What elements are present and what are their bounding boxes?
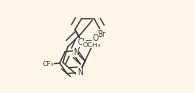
Text: O: O: [93, 34, 98, 43]
Text: N: N: [77, 68, 82, 77]
Text: Cl: Cl: [78, 38, 85, 47]
Text: N: N: [73, 48, 79, 57]
Text: CF₃: CF₃: [43, 61, 54, 67]
Text: OCH₃: OCH₃: [82, 42, 101, 48]
Text: Br: Br: [97, 30, 105, 39]
